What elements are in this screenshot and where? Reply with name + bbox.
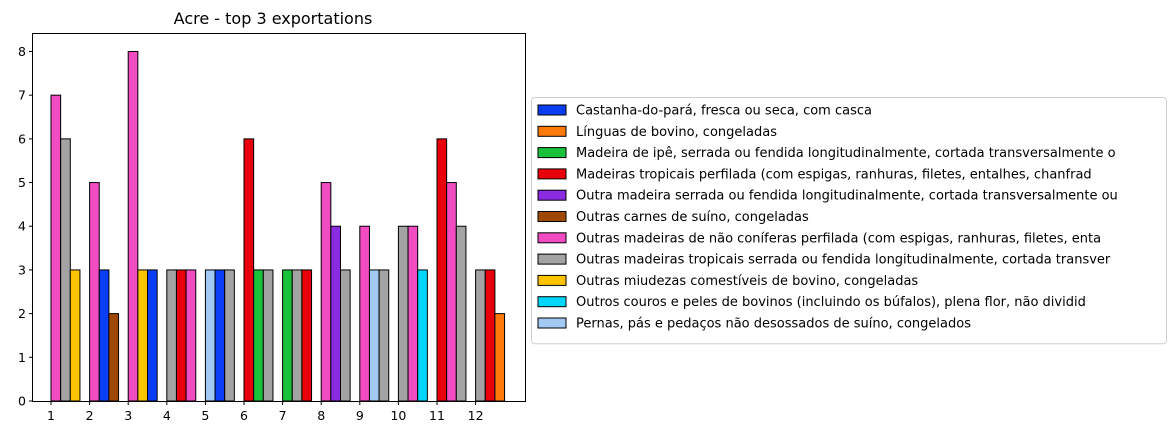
- x-tick-label: 10: [390, 408, 406, 423]
- bar-11-series-7: [455, 225, 467, 402]
- bar-8-series-4: [330, 225, 342, 402]
- x-tick-label: 6: [240, 408, 248, 423]
- legend-entry-label: Outras madeiras de não coníferas perfila…: [576, 231, 1101, 246]
- bar-3-series-8: [137, 269, 149, 402]
- legend-entry-label: Madeiras tropicais perfilada (com espiga…: [576, 167, 1092, 182]
- bar-1-series-8: [69, 269, 81, 402]
- bar-12-series-7: [475, 269, 486, 402]
- bar-1-series-6: [50, 94, 62, 402]
- bar-4-series-7: [166, 269, 177, 402]
- chart-title: Acre - top 3 exportations: [174, 9, 373, 28]
- y-tick-label: 4: [18, 219, 26, 234]
- y-tick-label: 0: [18, 394, 26, 409]
- bar-3-series-6: [127, 50, 139, 402]
- legend-entry-label: Línguas de bovino, congeladas: [576, 125, 777, 140]
- x-axis: 1 2 3 4 5 6 7 8 9 10 11 12: [47, 401, 484, 423]
- y-axis: 0 1 2 3 4 5 6 7 8: [18, 44, 33, 409]
- y-tick-label: 2: [18, 306, 26, 321]
- legend-swatch: [537, 125, 567, 137]
- bar-10-series-7: [397, 225, 409, 402]
- bar-8-series-6: [320, 182, 332, 402]
- legend-entry-label: Madeira de ipê, serrada ou fendida longi…: [576, 146, 1116, 161]
- legend-swatch: [537, 253, 567, 265]
- bar-6-series-2: [253, 269, 264, 402]
- bar-9-series-7: [378, 269, 390, 402]
- legend-swatch: [537, 211, 567, 222]
- legend-swatch: [537, 189, 567, 201]
- x-tick-label: 2: [86, 408, 94, 423]
- x-tick-label: 9: [356, 408, 364, 423]
- y-tick-label: 8: [18, 44, 26, 59]
- x-tick-label: 12: [468, 408, 484, 423]
- bar-7-series-7: [291, 269, 303, 402]
- y-tick-label: 6: [18, 131, 26, 146]
- bar-12-series-1: [494, 313, 506, 402]
- bar-4-series-3: [175, 269, 187, 402]
- y-tick-label: 5: [18, 175, 26, 190]
- legend-entry-label: Pernas, pás e pedaços não desossados de …: [576, 317, 971, 332]
- bar-12-series-3: [484, 269, 496, 402]
- bar-7-series-2: [282, 269, 293, 402]
- bar-7-series-3: [301, 269, 313, 402]
- y-tick-label: 7: [18, 88, 26, 103]
- bar-2-series-5: [108, 313, 120, 402]
- bar-5-series-10: [204, 269, 216, 402]
- bars-layer: [50, 50, 506, 402]
- x-tick-label: 4: [163, 408, 171, 423]
- legend-swatch: [537, 232, 567, 244]
- bar-5-series-7: [224, 269, 235, 402]
- legend-entry-label: Outras carnes de suíno, congeladas: [576, 210, 809, 225]
- y-tick-label: 3: [18, 262, 26, 277]
- plot-frame: [32, 33, 526, 402]
- bar-10-series-6: [407, 225, 419, 402]
- bar-3-series-0: [147, 269, 158, 402]
- bar-6-series-7: [262, 269, 274, 402]
- bar-4-series-6: [185, 269, 197, 402]
- x-tick-label: 8: [317, 408, 325, 423]
- legend-swatch: [537, 147, 567, 159]
- x-tick-label: 7: [279, 408, 287, 423]
- legend-entry-label: Outros couros e peles de bovinos (inclui…: [576, 295, 1086, 310]
- legend-entry-label: Outra madeira serrada ou fendida longitu…: [576, 189, 1118, 204]
- bar-9-series-6: [359, 225, 370, 402]
- legend-entry-label: Outras madeiras tropicais serrada ou fen…: [576, 253, 1111, 268]
- bar-8-series-7: [340, 269, 351, 402]
- bar-2-series-0: [98, 269, 110, 402]
- legend-entry-label: Castanha-do-pará, fresca ou seca, com ca…: [576, 104, 872, 119]
- bar-2-series-6: [89, 182, 100, 402]
- bar-11-series-6: [446, 182, 457, 402]
- bar-11-series-3: [436, 138, 448, 402]
- x-tick-label: 11: [429, 408, 445, 423]
- legend-swatch: [537, 296, 567, 308]
- bar-6-series-3: [243, 138, 255, 402]
- legend-entry-label: Outras miudezas comestíveis de bovino, c…: [576, 274, 918, 289]
- x-tick-label: 3: [124, 408, 132, 423]
- bar-1-series-7: [60, 138, 71, 402]
- bar-10-series-9: [417, 269, 428, 402]
- legend: Castanha-do-pará, fresca ou seca, com ca…: [531, 97, 1167, 345]
- y-tick-label: 1: [18, 350, 26, 365]
- x-tick-label: 5: [201, 408, 209, 423]
- legend-swatch: [537, 317, 567, 329]
- legend-box: [531, 97, 1167, 345]
- x-tick-label: 1: [47, 408, 55, 423]
- bar-9-series-10: [368, 269, 380, 402]
- legend-swatch: [537, 274, 567, 286]
- bar-5-series-0: [214, 269, 226, 402]
- legend-swatch: [537, 168, 567, 180]
- legend-swatch: [537, 104, 567, 116]
